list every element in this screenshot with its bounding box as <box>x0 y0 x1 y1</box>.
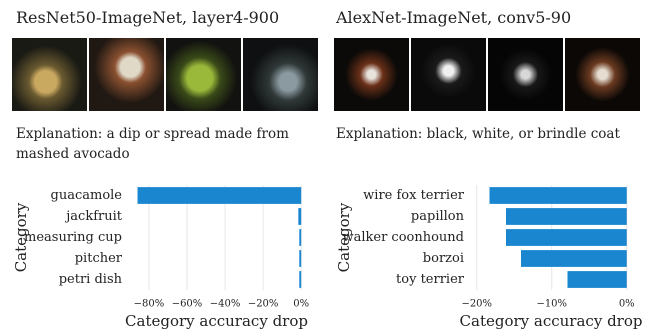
x-tick-label: −40% <box>210 299 241 310</box>
x-tick-label: −80% <box>134 299 165 310</box>
y-axis-label: Category <box>335 202 353 272</box>
bar <box>521 250 627 267</box>
panel-title: AlexNet-ImageNet, conv5-90 <box>336 8 571 27</box>
x-tick-label: −10% <box>536 299 567 310</box>
y-tick-label: borzoi <box>423 251 464 266</box>
bar <box>299 271 301 288</box>
y-tick-label: jackfruit <box>64 209 122 224</box>
x-axis-label: Category accuracy drop <box>125 312 308 330</box>
x-tick-label: −20% <box>248 299 279 310</box>
bar <box>299 250 301 267</box>
y-tick-label: wire fox terrier <box>363 188 465 203</box>
x-tick-label: 0% <box>619 299 635 310</box>
y-tick-label: pitcher <box>75 251 123 266</box>
panel-title: ResNet50-ImageNet, layer4-900 <box>16 8 279 27</box>
bar <box>506 208 627 225</box>
charts: −80% −60% −40% −20% 0% guacamole jackfruit meas… <box>0 0 646 335</box>
bar <box>506 229 627 246</box>
y-tick-label: measuring cup <box>24 230 122 245</box>
y-tick-label: petri dish <box>59 272 123 287</box>
x-axis-label: Category accuracy drop <box>460 312 643 330</box>
bar <box>299 229 301 246</box>
y-tick-label: toy terrier <box>396 272 465 287</box>
x-tick-label: −60% <box>172 299 203 310</box>
bar <box>138 187 302 204</box>
bar <box>490 187 627 204</box>
y-tick-label: papillon <box>411 209 465 224</box>
y-tick-label: walker coonhound <box>342 230 464 245</box>
page: −80% −60% −40% −20% 0% guacamole jackfruit meas… <box>0 0 646 335</box>
x-tick-label: 0% <box>293 299 309 310</box>
bar <box>298 208 301 225</box>
explanation: Explanation: a dip or spread made from m… <box>16 124 326 164</box>
y-tick-label: guacamole <box>51 188 123 203</box>
x-tick-label: −20% <box>461 299 492 310</box>
y-axis-label: Category <box>12 202 30 272</box>
explanation: Explanation: black, white, or brindle co… <box>336 124 646 144</box>
bar <box>568 271 627 288</box>
